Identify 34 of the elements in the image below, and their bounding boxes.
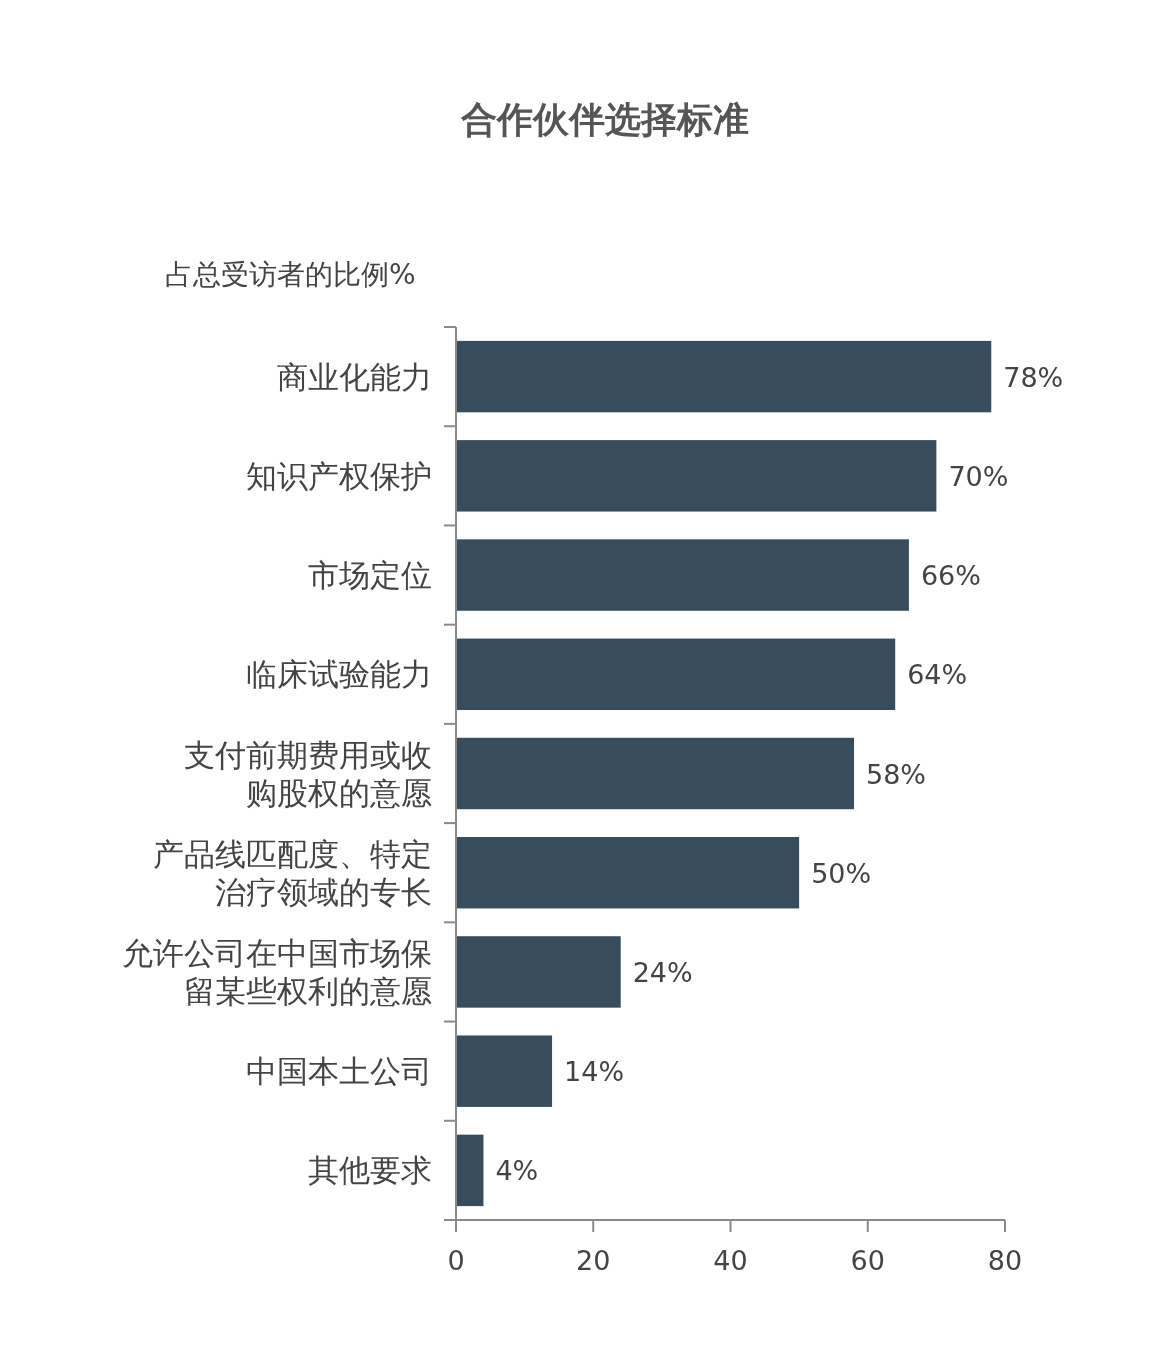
y-tick-label: 产品线匹配度、特定治疗领域的专长: [153, 835, 432, 910]
y-tick-label: 其他要求: [308, 1152, 432, 1189]
y-tick-label: 知识产权保护: [246, 457, 432, 494]
x-tick-label: 20: [576, 1245, 611, 1276]
x-tick-label: 0: [447, 1245, 465, 1276]
y-tick-label: 市场定位: [308, 557, 432, 594]
bar: [456, 1035, 553, 1107]
data-label: 14%: [564, 1056, 625, 1088]
data-label: 64%: [907, 659, 968, 691]
bar: [456, 1134, 484, 1207]
data-label: 50%: [811, 857, 872, 889]
bar: [456, 440, 937, 512]
data-label: 78%: [1003, 361, 1064, 393]
bar: [456, 539, 909, 611]
x-axis-title: 占总受访者的比例%: [165, 258, 416, 291]
y-tick-label: 商业化能力: [277, 358, 432, 395]
bar: [456, 837, 800, 909]
data-label: 66%: [920, 560, 981, 592]
chart-title: 合作伙伴选择标准: [460, 99, 749, 140]
bar: [456, 340, 992, 413]
y-tick-label: 中国本土公司: [246, 1053, 432, 1090]
x-tick-label: 40: [713, 1245, 748, 1276]
y-tick-label: 临床试验能力: [246, 656, 432, 693]
x-tick-label: 60: [850, 1245, 885, 1276]
bar: [456, 737, 855, 810]
data-label: 4%: [495, 1155, 539, 1187]
data-label: 58%: [866, 758, 927, 790]
y-tick-label: 允许公司在中国市场保留某些权利的意愿: [122, 934, 432, 1009]
bar: [456, 936, 621, 1008]
x-tick-label: 80: [987, 1245, 1023, 1276]
data-label: 24%: [632, 956, 693, 988]
data-label: 70%: [948, 460, 1009, 492]
bar: [456, 638, 896, 710]
y-tick-label: 支付前期费用或收购股权的意愿: [184, 736, 432, 811]
